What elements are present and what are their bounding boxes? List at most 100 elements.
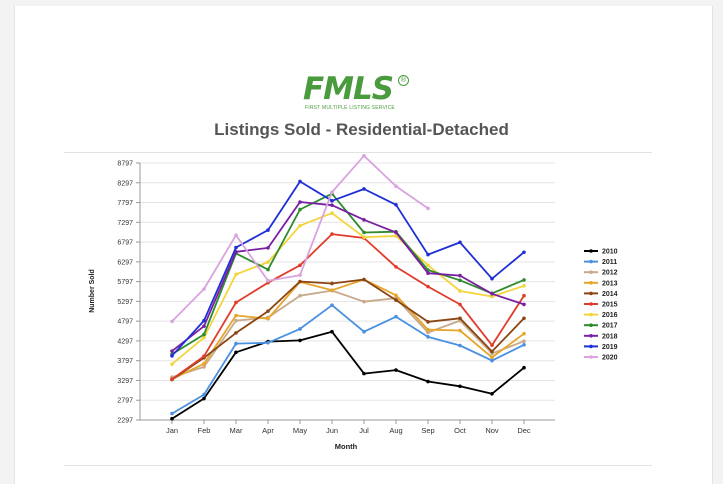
y-tick-label: 2297 — [117, 418, 133, 425]
data-point-2011 — [330, 303, 334, 308]
data-point-2014 — [490, 349, 494, 354]
data-point-2014 — [426, 320, 430, 324]
data-point-2013 — [458, 328, 462, 333]
y-tick-label: 6297 — [117, 259, 133, 266]
data-point-2018 — [202, 324, 206, 328]
data-point-2010 — [490, 391, 494, 396]
data-point-2013 — [394, 293, 398, 298]
data-point-2013 — [266, 316, 270, 321]
logo-wordmark: FMLS — [302, 71, 394, 107]
data-point-2016 — [202, 335, 206, 340]
x-axis-label: Month — [335, 442, 358, 451]
legend-label-2012: 2012 — [602, 270, 618, 277]
data-point-2012 — [202, 365, 206, 369]
data-point-2013 — [234, 313, 238, 318]
data-point-2016 — [458, 289, 462, 293]
data-point-2010 — [298, 338, 302, 343]
data-point-2011 — [266, 340, 270, 345]
data-point-2013 — [330, 288, 334, 292]
legend-marker-2014 — [589, 291, 593, 296]
legend-label-2016: 2016 — [602, 312, 618, 319]
y-tick-label: 4797 — [117, 319, 133, 326]
data-point-2020 — [298, 273, 302, 277]
data-point-2016 — [266, 260, 270, 264]
data-point-2012 — [522, 339, 526, 343]
x-tick-label: Aug — [389, 426, 402, 435]
data-point-2016 — [490, 294, 494, 299]
data-point-2014 — [234, 331, 238, 335]
legend-marker-2019 — [589, 344, 593, 349]
data-point-2018 — [298, 200, 302, 204]
legend-marker-2015 — [589, 302, 593, 306]
x-tick-label: May — [293, 426, 307, 435]
data-point-2015 — [490, 343, 494, 347]
data-point-2016 — [234, 272, 238, 277]
data-point-2019 — [522, 250, 526, 255]
data-point-2018 — [266, 246, 270, 250]
data-point-2011 — [298, 327, 302, 331]
data-point-2011 — [490, 358, 494, 363]
legend-marker-2013 — [589, 281, 593, 285]
data-point-2010 — [202, 396, 206, 401]
series-lines — [170, 153, 526, 421]
data-point-2020 — [202, 287, 206, 291]
legend-label-2010: 2010 — [602, 249, 618, 256]
y-axis-label: Number Sold — [89, 269, 96, 313]
data-point-2013 — [490, 355, 494, 360]
data-point-2011 — [522, 342, 526, 347]
data-point-2011 — [170, 411, 174, 416]
data-point-2018 — [426, 271, 430, 275]
legend-marker-2020 — [589, 355, 593, 359]
y-tick-label: 4297 — [117, 338, 133, 345]
data-point-2014 — [458, 316, 462, 321]
data-point-2017 — [298, 207, 302, 212]
x-tick-label: Nov — [485, 426, 499, 435]
data-point-2015 — [202, 354, 206, 359]
data-point-2020 — [394, 184, 398, 189]
data-point-2014 — [394, 298, 398, 302]
data-point-2020 — [170, 319, 174, 324]
series-line-2013 — [171, 278, 525, 381]
y-tick-label: 8297 — [117, 180, 133, 187]
data-point-2011 — [362, 329, 366, 334]
data-point-2012 — [234, 318, 238, 323]
x-tick-label: Jun — [326, 426, 338, 435]
data-point-2010 — [362, 371, 366, 376]
data-point-2015 — [170, 377, 174, 381]
data-point-2020 — [330, 190, 334, 194]
x-tick-label: Oct — [454, 426, 467, 435]
footer-fade — [64, 472, 264, 484]
data-point-2017 — [266, 267, 270, 272]
data-point-2016 — [394, 234, 398, 238]
legend-marker-2011 — [589, 259, 593, 264]
legend-label-2014: 2014 — [602, 291, 618, 298]
data-point-2017 — [362, 230, 366, 235]
data-point-2018 — [362, 218, 366, 222]
x-tick-label: Feb — [198, 426, 211, 435]
data-point-2020 — [426, 206, 430, 211]
line-chart: 2297 2797 3297 3797 4297 4797 5297 5797 6297 6797… — [89, 153, 618, 451]
data-point-2015 — [394, 265, 398, 269]
fmls-logo: FMLS ® FIRST MULTIPLE LISTING SERVICE — [296, 72, 412, 114]
data-point-2015 — [426, 284, 430, 289]
data-point-2019 — [394, 202, 398, 207]
x-tick-label: Dec — [517, 426, 531, 435]
data-point-2017 — [458, 278, 462, 283]
data-point-2018 — [394, 230, 398, 235]
data-point-2010 — [458, 384, 462, 389]
legend-label-2015: 2015 — [602, 302, 618, 309]
data-point-2019 — [490, 276, 494, 281]
data-point-2020 — [234, 233, 238, 238]
series-line-2014 — [171, 278, 525, 381]
x-tick-label: Jan — [166, 426, 178, 435]
legend-marker-2017 — [589, 323, 593, 327]
registered-mark-icon: ® — [398, 75, 409, 86]
y-tick-label: 5797 — [117, 279, 133, 286]
legend: 2010 2011 2012 2013 2014 2015 2016 2017 2018 2019… — [584, 249, 618, 362]
legend-marker-2010 — [589, 249, 593, 253]
data-point-2016 — [170, 362, 174, 366]
legend-marker-2016 — [589, 312, 593, 317]
legend-label-2018: 2018 — [602, 333, 618, 340]
chart-title: Listings Sold - Residential-Detached — [214, 120, 509, 139]
data-point-2018 — [522, 302, 526, 307]
